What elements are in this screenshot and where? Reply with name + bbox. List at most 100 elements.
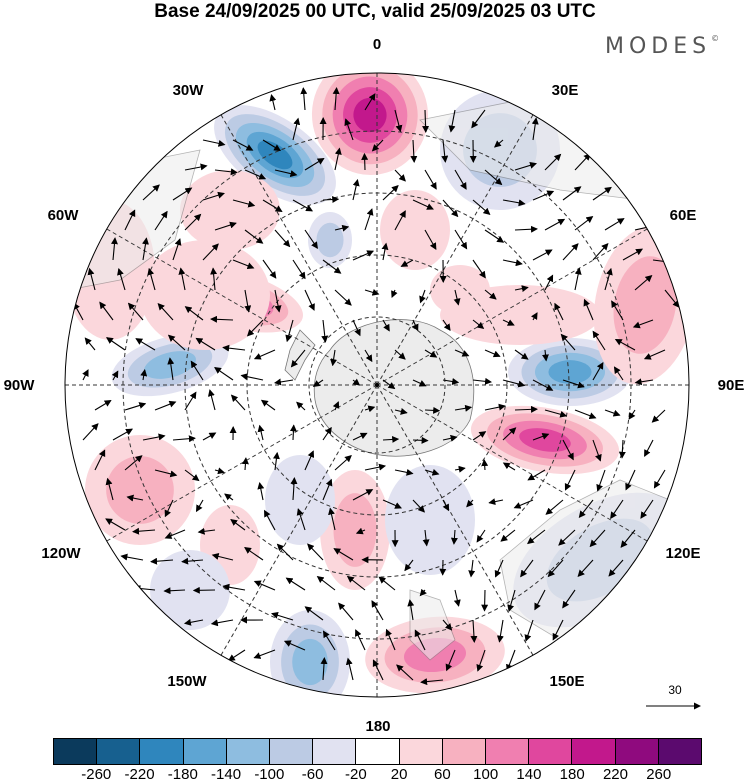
wind-vector	[352, 489, 374, 501]
wind-vector	[202, 139, 226, 147]
wind-vector	[524, 619, 534, 642]
antarctic-peninsula-shape	[284, 329, 316, 381]
lon-label-120e: 120E	[665, 545, 701, 562]
wind-vector	[513, 499, 534, 509]
wind-vector	[589, 529, 606, 548]
wind-vector	[172, 187, 193, 201]
wind-vector	[412, 319, 419, 332]
wind-vector	[562, 186, 582, 201]
wind-vector	[224, 493, 234, 501]
wind-vector	[562, 379, 585, 389]
wind-vector	[412, 379, 427, 387]
wind-vector	[334, 147, 342, 171]
brand-logo: MODES©	[605, 34, 720, 59]
wind-vector	[142, 184, 160, 201]
wind-vector	[547, 559, 564, 578]
wind-vector	[493, 139, 504, 148]
wind-vector	[214, 366, 234, 381]
colorbar-tick-label: 220	[602, 766, 628, 783]
wind-vector	[257, 424, 265, 441]
wind-vector	[592, 243, 609, 261]
wind-vector	[172, 238, 182, 261]
wind-vector	[643, 349, 666, 360]
map-title: Base 24/09/2025 00 UTC, valid 25/09/2025…	[154, 1, 596, 22]
wind-vector	[140, 369, 148, 381]
wind-vector	[404, 559, 414, 572]
wind-vector	[222, 583, 246, 591]
meridian-line	[376, 384, 534, 656]
wind-vector	[664, 289, 680, 308]
colorbar-swatch	[97, 739, 141, 764]
wind-vector	[222, 344, 246, 352]
wind-vector	[454, 229, 468, 250]
south-pole-dot	[375, 383, 379, 387]
colorbar-swatch	[54, 739, 98, 764]
wind-vector	[292, 199, 314, 212]
wind-vector	[181, 557, 204, 565]
wind-vector	[394, 210, 406, 231]
wind-vector	[210, 619, 234, 627]
colorbar-swatch	[226, 739, 271, 764]
wind-vector	[604, 218, 625, 231]
wind-vector	[276, 543, 294, 561]
wind-vector	[532, 433, 550, 441]
wind-vector	[420, 678, 444, 686]
wind-vector	[442, 499, 450, 512]
colorbar-tick-label: -60	[301, 766, 324, 783]
graticule	[65, 73, 689, 697]
wind-vector	[577, 559, 594, 578]
wind-vector	[262, 259, 277, 279]
wind-vector	[154, 469, 178, 478]
wind-vector	[352, 178, 360, 201]
wind-vector	[507, 589, 516, 612]
wind-vector	[410, 139, 418, 163]
wind-vector	[381, 242, 389, 261]
wind-vector	[117, 267, 126, 291]
wind-vector	[514, 405, 538, 413]
wind-vector	[476, 529, 486, 543]
wind-vector	[500, 529, 516, 542]
wind-vector	[574, 153, 591, 171]
wind-vector	[545, 499, 564, 515]
wind-vector	[412, 499, 426, 513]
wind-vector	[382, 435, 400, 443]
wind-vector	[531, 312, 538, 321]
wind-vector	[240, 373, 264, 381]
anomaly-contour	[257, 140, 293, 170]
colorbar-swatch	[442, 739, 487, 764]
wind-vector	[424, 169, 437, 190]
wind-vector	[532, 190, 555, 201]
wind-vector	[105, 337, 126, 351]
meridian-line	[220, 114, 378, 386]
wind-vector	[157, 302, 174, 321]
wind-vector	[484, 169, 503, 186]
wind-vector	[441, 139, 449, 163]
colorbar-tick-label: 260	[646, 766, 672, 783]
wind-vector	[124, 209, 136, 231]
wind-vector	[424, 349, 438, 358]
wind-vector	[253, 349, 276, 360]
wind-vector	[304, 606, 324, 621]
wind-vector	[142, 237, 149, 261]
wind-vector	[412, 436, 429, 444]
wind-vector	[135, 338, 156, 351]
wind-vector	[150, 557, 174, 565]
wind-vector	[604, 409, 621, 417]
wind-vector	[558, 529, 576, 546]
wind-vector	[562, 589, 576, 609]
wind-vector	[253, 580, 276, 591]
wind-vector	[99, 301, 114, 321]
wind-vector	[564, 469, 576, 491]
lon-label-90e: 90E	[717, 377, 745, 394]
colorbar-swatch	[183, 739, 227, 764]
wind-vector	[424, 229, 437, 250]
wind-vector	[476, 649, 486, 672]
wind-vector	[574, 267, 582, 291]
wind-vector	[126, 494, 144, 502]
wind-vector	[202, 243, 219, 261]
colorbar-swatch	[658, 739, 702, 764]
wind-vector	[232, 259, 255, 270]
wind-vector	[424, 468, 440, 476]
wind-vector	[328, 507, 336, 531]
